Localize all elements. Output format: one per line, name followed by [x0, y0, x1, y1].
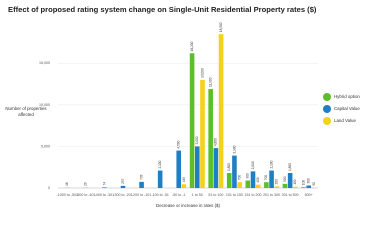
bar: [255, 184, 261, 188]
bar: [213, 148, 219, 188]
bar: [264, 182, 269, 188]
x-tick-label: -200 to -101: [132, 193, 151, 197]
value-label: 2,100: [158, 160, 162, 168]
bar: [306, 185, 312, 188]
value-label: 3,900: [232, 145, 236, 153]
bar: [293, 186, 298, 188]
y-axis-label: Number of properties affected: [5, 106, 47, 117]
value-label: 700: [237, 175, 241, 181]
y-tick-label: 10,000: [39, 103, 50, 107]
value-label: 700: [264, 175, 268, 181]
value-label: 733: [139, 174, 143, 180]
value-label: 16: [65, 182, 69, 186]
x-tick-label: 500+: [305, 193, 313, 197]
value-label: 50: [312, 182, 316, 186]
y-tick-label: 5,000: [41, 144, 50, 148]
value-label: 5,000: [195, 136, 199, 144]
bar: [139, 181, 144, 188]
value-label: 20: [84, 182, 88, 186]
value-label: 445: [182, 177, 186, 183]
value-label: 200: [275, 179, 279, 185]
bar: [181, 184, 187, 188]
value-label: 400: [256, 177, 260, 183]
bar: [189, 53, 195, 188]
x-tick-label: 1 to 50: [192, 193, 203, 197]
value-label: 500: [283, 176, 287, 182]
x-tick-label: 151 to 200: [245, 193, 262, 197]
legend-swatch: [323, 105, 331, 113]
value-label: 300: [307, 178, 311, 184]
value-label: 1,800: [288, 163, 292, 171]
bar: [232, 155, 237, 188]
value-label: 150: [293, 179, 297, 185]
x-tick-label: -50 to -1: [172, 193, 185, 197]
legend-swatch: [323, 93, 331, 101]
value-label: 900: [246, 173, 250, 179]
legend-label: Land Value: [334, 118, 356, 123]
chart-title: Effect of proposed rating system change …: [8, 5, 317, 14]
y-tick-label: 0: [48, 186, 50, 190]
value-label: 2,000: [251, 161, 255, 169]
legend-label: Hybrid option: [334, 94, 360, 99]
bar: [274, 186, 280, 188]
value-label: 2,100: [269, 160, 273, 168]
value-label: 100: [301, 180, 305, 186]
x-tick-label: -500 to -401: [76, 193, 95, 197]
value-label: 16,200: [190, 41, 194, 51]
bar: [218, 34, 224, 188]
x-tick-label: 301 to 500: [282, 193, 299, 197]
x-tick-label: 101 to 150: [226, 193, 243, 197]
bar: [250, 171, 256, 188]
y-tick-label: 15,000: [39, 61, 50, 65]
bar: [208, 89, 213, 188]
value-label: 257: [121, 178, 125, 184]
value-label: 11,900: [209, 77, 213, 87]
bar: [237, 182, 242, 188]
value-label: 4,500: [177, 140, 181, 148]
x-tick-label: -100 to -51: [151, 193, 168, 197]
bar: [120, 185, 126, 188]
bar: [301, 187, 306, 188]
x-tick-label: -400 to -301: [95, 193, 114, 197]
x-tick-label: 51 to 100: [208, 193, 223, 197]
value-label: 1,800: [227, 163, 231, 171]
chart: Effect of proposed rating system change …: [5, 5, 360, 208]
bar: [176, 150, 182, 188]
bar: [200, 79, 205, 188]
value-label: 74: [102, 182, 106, 186]
bar: [287, 173, 293, 188]
x-tick-label: 201 to 300: [263, 193, 280, 197]
value-label: 18,500: [219, 22, 223, 32]
bar: [102, 187, 107, 188]
bar: [194, 146, 200, 188]
bar: [157, 170, 163, 188]
bar: [226, 173, 232, 188]
legend-label: Capital Value: [334, 106, 360, 111]
value-label: 4,800: [214, 138, 218, 146]
x-tick-label: -300 to -201: [113, 193, 132, 197]
x-axis-label: Decrease or increase in rates ($): [156, 203, 220, 208]
bar: [282, 183, 288, 188]
bar: [269, 170, 274, 188]
y-axis-label-box: Number of properties affected: [5, 106, 47, 117]
legend-swatch: [323, 117, 331, 125]
bar: [245, 180, 251, 188]
value-label: 13,000: [200, 68, 204, 78]
x-tick-label: -1000 to -501: [57, 193, 78, 197]
